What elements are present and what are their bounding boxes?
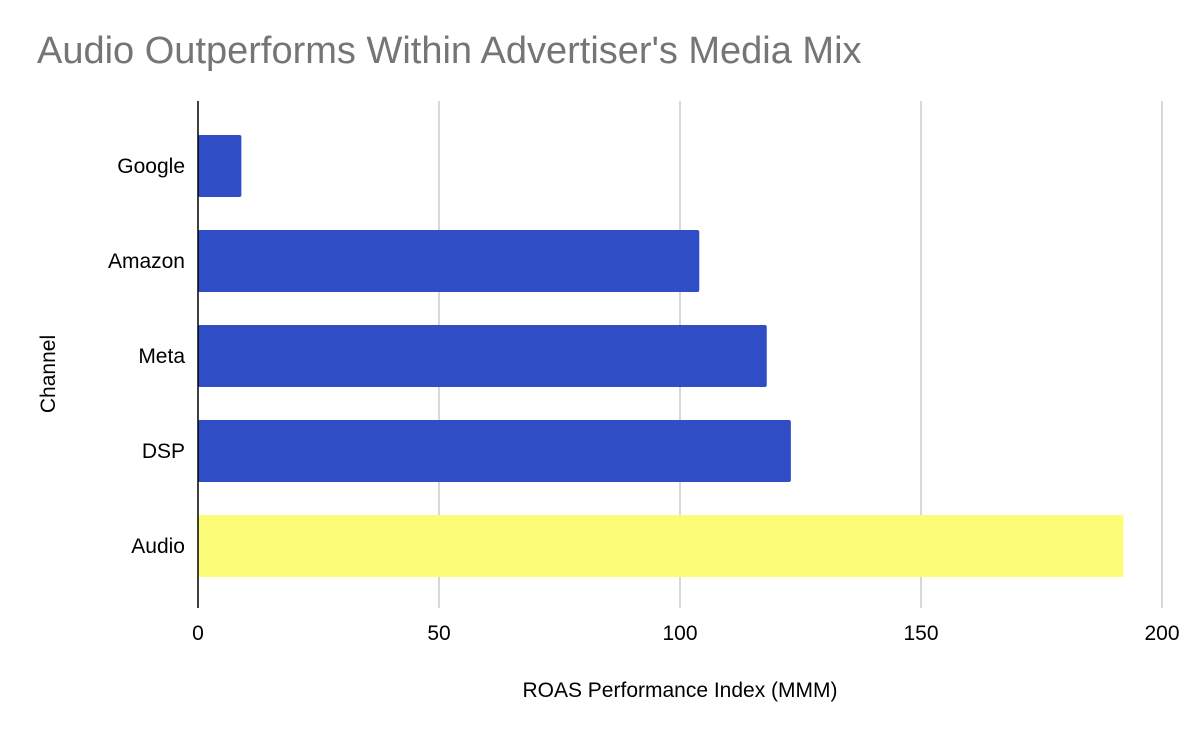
y-tick-labels: Google Amazon Meta DSP Audio [108,155,185,558]
x-tick-label: 50 [427,622,450,645]
y-tick-label: DSP [142,440,185,463]
x-tick-label: 0 [192,622,204,645]
y-tick-label: Meta [138,345,185,368]
bars [198,135,1124,577]
y-tick-label: Audio [131,535,185,558]
bar-google [198,135,242,197]
bar-dsp [198,420,791,482]
bar-meta [198,325,767,387]
y-tick-label: Google [117,155,185,178]
x-tick-labels: 0 50 100 150 200 [192,622,1179,645]
chart-title: Audio Outperforms Within Advertiser's Me… [37,30,862,72]
y-tick-label: Amazon [108,250,185,273]
y-axis-title: Channel [37,335,60,413]
bar-audio [198,515,1124,577]
x-axis-title: ROAS Performance Index (MMM) [522,679,837,702]
x-tick-label: 100 [662,622,697,645]
x-tick-label: 150 [903,622,938,645]
bar-amazon [198,230,700,292]
x-tick-label: 200 [1144,622,1179,645]
